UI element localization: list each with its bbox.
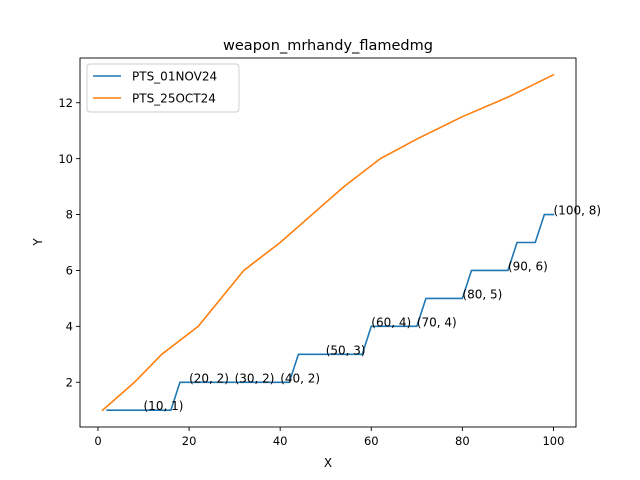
data-annotation: (10, 1) xyxy=(144,399,184,413)
data-annotation: (40, 2) xyxy=(280,371,320,385)
legend-box xyxy=(86,63,240,113)
plot-area: (10, 1) (20, 2) (30, 2) (40, 2) (50, 3) (60, … xyxy=(79,57,602,428)
legend-label: PTS_25OCT24 xyxy=(132,92,216,106)
data-annotation: (70, 4) xyxy=(417,315,457,329)
data-annotation: (20, 2) xyxy=(189,371,229,385)
data-annotation: (50, 3) xyxy=(326,343,366,357)
data-annotation: (100, 8) xyxy=(554,204,602,218)
x-axis: 0 20 40 60 80 100 xyxy=(94,427,564,448)
y-axis: 2 4 6 8 10 12 xyxy=(58,96,80,389)
series-layer xyxy=(101,73,555,412)
x-tick-label: 40 xyxy=(273,434,288,448)
data-annotation: (60, 4) xyxy=(371,315,411,329)
x-tick-label: 100 xyxy=(542,434,564,448)
x-tick-label: 60 xyxy=(364,434,379,448)
y-axis-label: Y xyxy=(31,238,45,247)
data-annotation: (80, 5) xyxy=(462,287,502,301)
data-annotation: (30, 2) xyxy=(235,371,275,385)
y-tick-label: 8 xyxy=(66,208,73,222)
y-tick-label: 10 xyxy=(58,152,73,166)
series-line-0 xyxy=(106,213,555,412)
x-tick-label: 0 xyxy=(94,434,101,448)
y-tick-label: 2 xyxy=(66,375,73,389)
y-tick-label: 6 xyxy=(66,264,73,278)
data-annotation: (90, 6) xyxy=(508,260,548,274)
chart-title: weapon_mrhandy_flamedmg xyxy=(223,38,433,54)
y-tick-label: 12 xyxy=(58,96,73,110)
series-line-1 xyxy=(101,73,555,412)
legend: PTS_01NOV24 PTS_25OCT24 xyxy=(86,63,240,113)
x-axis-label: X xyxy=(324,456,332,470)
x-tick-label: 20 xyxy=(182,434,197,448)
legend-label: PTS_01NOV24 xyxy=(132,70,217,84)
annotation-layer: (10, 1) (20, 2) (30, 2) (40, 2) (50, 3) (60, … xyxy=(144,204,602,414)
y-tick-label: 4 xyxy=(66,320,73,334)
x-tick-label: 80 xyxy=(455,434,470,448)
axes-frame xyxy=(79,57,577,428)
